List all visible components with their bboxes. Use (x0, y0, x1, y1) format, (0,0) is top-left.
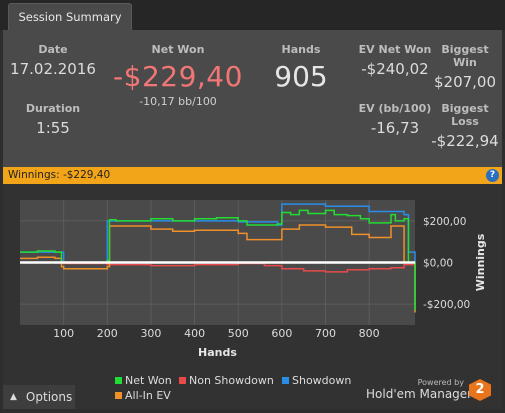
hm2-logo: 2 (469, 379, 491, 401)
all-in-ev-swatch (115, 391, 122, 399)
options-label: Options (25, 390, 73, 404)
tab-bar: Session Summary (0, 0, 505, 30)
legend-non-showdown-label: Non Showdown (189, 374, 274, 387)
net-won-bb100: -10,17 bb/100 (139, 95, 217, 108)
series-line-all-in-ev (20, 224, 416, 313)
chevron-up-icon: ▲ (10, 392, 17, 402)
biggest-win-stat: Biggest Win $207,00 (428, 43, 502, 91)
duration-stat: Duration 1:55 (3, 102, 103, 137)
powered-by-label: Powered by (417, 378, 464, 387)
duration-label: Duration (25, 102, 81, 115)
x-tick-label: 300 (140, 327, 161, 340)
ev-bb100-label: EV (bb/100) (358, 102, 432, 115)
net-won-stat: Net Won -$229,40 -10,17 bb/100 (103, 43, 253, 108)
biggest-win-value: $207,00 (433, 73, 497, 91)
net-won-swatch (115, 376, 122, 384)
biggest-loss-value: -$222,94 (431, 132, 499, 150)
ev-net-won-stat: EV Net Won -$240,02 (355, 43, 435, 78)
net-won-label: Net Won (151, 43, 205, 56)
legend-showdown-label: Showdown (292, 374, 352, 387)
series-line-non-showdown (20, 261, 416, 273)
date-label: Date (38, 43, 68, 56)
y-axis-title: Winnings (474, 233, 487, 291)
non-showdown-swatch (179, 376, 186, 384)
x-axis-title: Hands (198, 346, 237, 359)
help-icon[interactable]: ? (486, 169, 499, 182)
net-won-value: -$229,40 (113, 60, 243, 93)
x-tick-label: 200 (97, 327, 118, 340)
legend-item-all-in-ev: All-In EV (115, 389, 171, 402)
ev-net-won-value: -$240,02 (361, 60, 429, 78)
x-tick-label: 400 (184, 327, 205, 340)
legend-item-non-showdown: Non Showdown (179, 374, 274, 387)
x-tick-label: 100 (53, 327, 74, 340)
summary-panel: Date 17.02.2016 Duration 1:55 Net Won -$… (3, 30, 502, 168)
tab-session-summary[interactable]: Session Summary (8, 3, 132, 30)
biggest-loss-stat: Biggest Loss -$222,94 (428, 102, 502, 150)
duration-value: 1:55 (36, 119, 70, 137)
ev-bb100-stat: EV (bb/100) -16,73 (355, 102, 435, 137)
legend-item-showdown: Showdown (282, 374, 351, 387)
biggest-win-label: Biggest Win (441, 43, 489, 69)
y-tick-label: $200,00 (423, 216, 466, 228)
ev-net-won-label: EV Net Won (358, 43, 432, 56)
legend-all-in-ev-label: All-In EV (125, 389, 171, 402)
hands-value: 905 (274, 60, 328, 93)
options-button[interactable]: ▲ Options (3, 385, 75, 409)
x-tick-label: 600 (271, 327, 292, 340)
x-tick-label: 500 (228, 327, 249, 340)
winnings-header-bar: Winnings: -$229,40 ? (3, 167, 502, 184)
series-line-net-won (20, 209, 416, 311)
ev-bb100-value: -16,73 (370, 119, 420, 137)
series-line-showdown (20, 203, 416, 305)
x-tick-label: 700 (315, 327, 336, 340)
showdown-swatch (282, 376, 289, 384)
powered-by-block: Powered by Hold'em Manager (366, 378, 473, 401)
legend-net-won-label: Net Won (125, 374, 172, 387)
y-tick-label: $0,00 (423, 258, 453, 270)
hands-label: Hands (281, 43, 321, 56)
biggest-loss-label: Biggest Loss (441, 102, 489, 128)
date-value: 17.02.2016 (10, 60, 96, 78)
hands-stat: Hands 905 (251, 43, 351, 93)
x-tick-label: 800 (359, 327, 380, 340)
winnings-chart: 100 200 300 400 500 600 700 800 $200,00 $0,00 -$20… (20, 200, 487, 359)
chart-area: 100 200 300 400 500 600 700 800 $200,00 $0,00 -$20… (3, 184, 502, 409)
legend-item-net-won: Net Won (115, 374, 172, 387)
date-stat: Date 17.02.2016 (3, 43, 103, 78)
winnings-label: Winnings: -$229,40 (8, 169, 111, 181)
brand-name: Hold'em Manager (366, 387, 473, 401)
y-tick-label: -$200,00 (423, 299, 470, 311)
